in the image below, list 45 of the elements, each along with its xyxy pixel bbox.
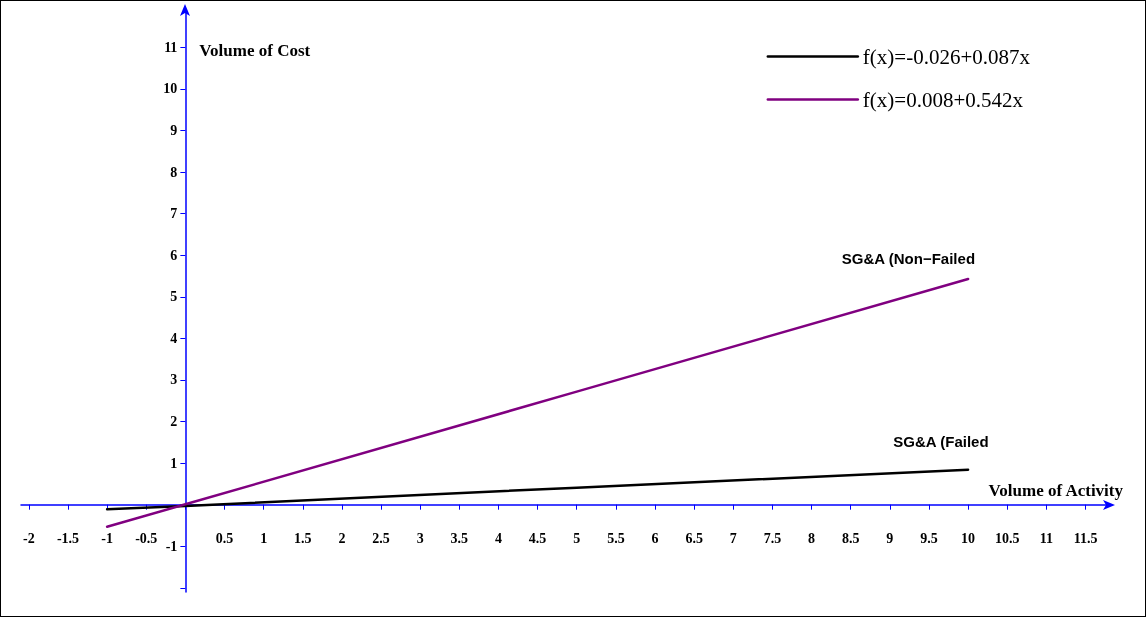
x-tick-label: -1 bbox=[101, 531, 113, 547]
x-tick-label: 9 bbox=[886, 531, 894, 547]
y-tick-label: 4 bbox=[170, 330, 178, 346]
y-tick-label: 8 bbox=[170, 164, 178, 180]
y-tick-label: 10 bbox=[163, 81, 178, 97]
x-tick-label: 11.5 bbox=[1073, 531, 1098, 547]
x-tick-label: 3.5 bbox=[450, 531, 469, 547]
x-tick-label: 5.5 bbox=[607, 531, 625, 547]
x-tick-label: 9.5 bbox=[920, 531, 938, 547]
x-tick-label: 8 bbox=[808, 531, 816, 547]
legend-label: f(x)=0.008+0.542x bbox=[862, 87, 1024, 112]
y-tick-label: 5 bbox=[170, 289, 178, 305]
x-tick-label: 5 bbox=[573, 531, 581, 547]
annotation: SG&A (Non−Failed bbox=[841, 249, 976, 267]
y-tick-label: 6 bbox=[170, 247, 178, 263]
x-tick-label: 3 bbox=[416, 531, 424, 547]
annotation: SG&A (Failed bbox=[893, 433, 989, 451]
x-tick-label: 4.5 bbox=[528, 531, 547, 547]
x-tick-label: 1.5 bbox=[294, 531, 312, 547]
y-tick-label: 9 bbox=[170, 123, 178, 139]
x-tick-label: 6.5 bbox=[685, 531, 703, 547]
x-tick-label: 4 bbox=[494, 531, 502, 547]
x-tick-label: -2 bbox=[22, 531, 35, 547]
legend-label: f(x)=-0.026+0.087x bbox=[862, 44, 1031, 69]
y-tick-label: 11 bbox=[164, 39, 178, 55]
x-tick-label: 11 bbox=[1039, 531, 1053, 547]
y-axis-title: Volume of Cost bbox=[199, 40, 311, 60]
line-series bbox=[105, 468, 970, 511]
x-tick-label: 0.5 bbox=[215, 531, 234, 547]
x-tick-label: 2 bbox=[338, 531, 346, 547]
x-tick-label: 6 bbox=[651, 531, 659, 547]
x-tick-label: 7 bbox=[729, 531, 737, 547]
y-tick-label: 2 bbox=[170, 414, 178, 430]
x-tick-label: 2.5 bbox=[372, 531, 390, 547]
x-tick-label: 7.5 bbox=[763, 531, 782, 547]
y-tick-label: 1 bbox=[170, 455, 178, 471]
x-axis-title: Volume of Activity bbox=[988, 481, 1124, 501]
x-tick-label: 8.5 bbox=[841, 531, 860, 547]
y-tick-label: 7 bbox=[170, 206, 178, 222]
x-tick-label: -1.5 bbox=[56, 531, 80, 547]
x-tick-label: 10.5 bbox=[994, 531, 1020, 547]
x-tick-label: -0.5 bbox=[135, 531, 158, 547]
x-tick-label: 10 bbox=[961, 531, 976, 547]
y-tick-label: 3 bbox=[170, 372, 178, 388]
x-tick-label: 1 bbox=[260, 531, 268, 547]
